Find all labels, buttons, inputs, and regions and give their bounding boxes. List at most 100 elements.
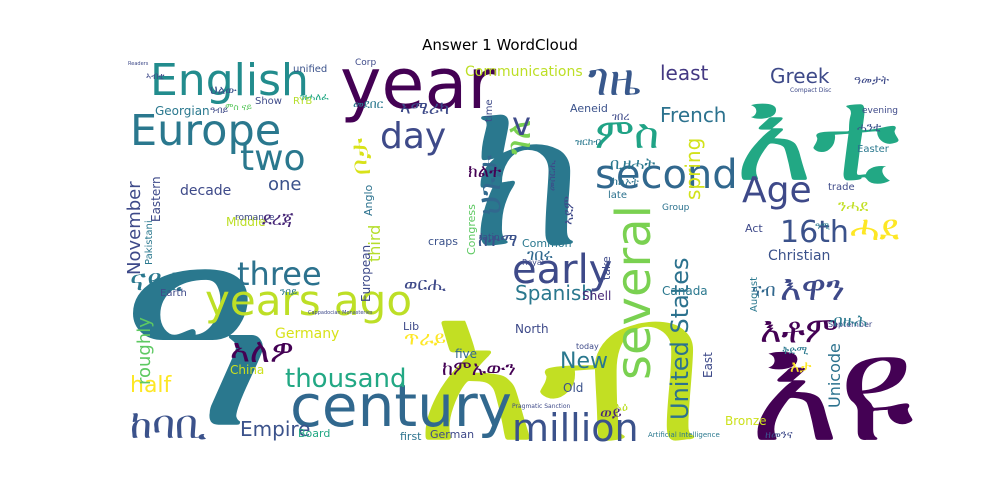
word-lib: Lib: [403, 320, 419, 333]
word-board: Board: [298, 427, 330, 440]
word-roughly: roughly: [134, 317, 155, 385]
word-term-2: አብ: [415, 245, 705, 490]
word-decade: decade: [180, 183, 231, 199]
word-romance: romance: [235, 213, 275, 223]
word-term-28: ገለ: [499, 120, 539, 155]
word-spanish: Spanish: [515, 281, 594, 305]
word-take: take: [600, 256, 613, 280]
word-canada: Canada: [662, 284, 708, 298]
word-term-97: መደበር: [353, 97, 384, 111]
word-term-96: ኣሜሪካ: [400, 98, 449, 119]
word-term-99: ክልተ: [468, 161, 501, 182]
word-term-3: እዩ: [750, 302, 914, 476]
word-day: day: [380, 116, 446, 157]
word-group: Group: [662, 203, 690, 213]
word-term-101: ከተማ: [478, 230, 517, 251]
word-term-12: ምስ: [595, 109, 659, 158]
word-easter: Easter: [857, 144, 890, 155]
word-term-109: ዓመታት: [854, 73, 889, 87]
word-term-108: ኣደም: [561, 196, 577, 225]
word-term-116: ንበይ: [280, 287, 297, 298]
word-five: five: [455, 347, 477, 361]
word-term-127: ዓብይ: [210, 106, 228, 116]
word-term-22: ከባቢ: [130, 402, 207, 448]
word-communications: Communications: [465, 64, 583, 80]
word-term-21: ሓደ: [850, 208, 899, 249]
word-term-113: ካልኦት: [612, 175, 639, 188]
word-anglo: Anglo: [362, 184, 375, 216]
word-years-ago: years ago: [205, 276, 412, 325]
word-term-4: እቲ: [735, 59, 900, 211]
word-german: German: [430, 428, 474, 441]
word-china: China: [230, 363, 264, 377]
word-age: Age: [742, 170, 812, 211]
word-one: one: [268, 174, 302, 195]
word-september: September: [828, 320, 873, 329]
word-term-123: ወይ: [600, 403, 622, 422]
word-v: v: [512, 105, 531, 143]
word-term-119: መስርሒ: [547, 160, 558, 191]
word-compact-disc: Compact Disc: [790, 87, 831, 94]
word-term-103: ወርሒ: [404, 274, 446, 295]
word-term-29: ናይቲ: [130, 263, 185, 298]
word-term-25: እዋን: [780, 268, 845, 309]
word-act: Act: [745, 222, 763, 235]
word-english: English: [150, 55, 309, 106]
word-term-124: ዘመንና: [765, 428, 793, 441]
word-georgian: Georgian: [155, 104, 210, 118]
word-term-112: ሓንቲ: [857, 120, 881, 134]
word-evening: evening: [862, 106, 898, 116]
word-several: several: [606, 205, 662, 380]
word-term-126: ኣብቲ: [146, 72, 165, 82]
word-term-118: ዝሓለፈ: [300, 92, 329, 103]
word-term-31: ቦታ: [344, 138, 377, 175]
word-term-117: ገበረ: [612, 110, 630, 123]
word-royal: Royal: [522, 258, 544, 267]
word-century: century: [290, 372, 512, 440]
word-million: million: [512, 406, 639, 450]
word-term-111: ንሓደ: [838, 196, 868, 215]
word-readers: Readers: [128, 61, 149, 67]
word-corp: Corp: [355, 58, 376, 68]
word-early: early: [512, 247, 612, 293]
word-spring: spring: [681, 138, 705, 200]
word-term-27: ኣለዎ: [230, 331, 294, 371]
word-east: East: [701, 352, 715, 378]
word-november: November: [124, 181, 145, 275]
word-three: three: [237, 255, 322, 293]
word-term-98: ደረጃ: [262, 209, 294, 230]
word-term-105: ብዙሕ: [830, 311, 867, 330]
word-middle: Middle: [226, 215, 266, 229]
word-united-states: United States: [666, 257, 694, 420]
word-eastern: Eastern: [149, 176, 163, 222]
word-term-106: ከምኡውን: [442, 356, 516, 380]
word-craps: craps: [428, 235, 458, 248]
word-today: today: [576, 342, 599, 351]
chart-title: Answer 1 WordCloud: [422, 36, 578, 54]
word-term-30: ህጉታ: [473, 154, 508, 215]
word-ryb: RYB: [293, 96, 312, 107]
word-term-0: ዓ: [120, 185, 273, 487]
word-pragmatic-sanction: Pragmatic Sanction: [512, 403, 570, 410]
word-shell: Shell: [582, 289, 611, 303]
word-second: second: [595, 152, 738, 198]
word-north: North: [515, 322, 549, 336]
word-third: third: [365, 225, 384, 262]
word-term-122: እታ: [790, 357, 811, 376]
word-european: European: [359, 245, 373, 302]
word-pakistani: Pakistani: [144, 220, 155, 265]
word-latin: latin: [480, 233, 500, 243]
word-term-100: ቢዘሓት: [610, 154, 655, 173]
word-term-1: ክ: [470, 50, 583, 295]
word-christian: Christian: [768, 248, 830, 264]
word-term-11: ገዜ: [588, 52, 640, 106]
word-first: first: [400, 430, 422, 443]
word-artificial-intelligence: Artificial Intelligence: [648, 431, 720, 439]
word-germany: Germany: [275, 326, 339, 342]
word-late: late: [608, 190, 627, 201]
word-half: half: [130, 373, 173, 398]
word-french: French: [660, 103, 726, 127]
word-unicode: Unicode: [825, 343, 844, 408]
word-term-104: ናብ: [752, 280, 776, 301]
